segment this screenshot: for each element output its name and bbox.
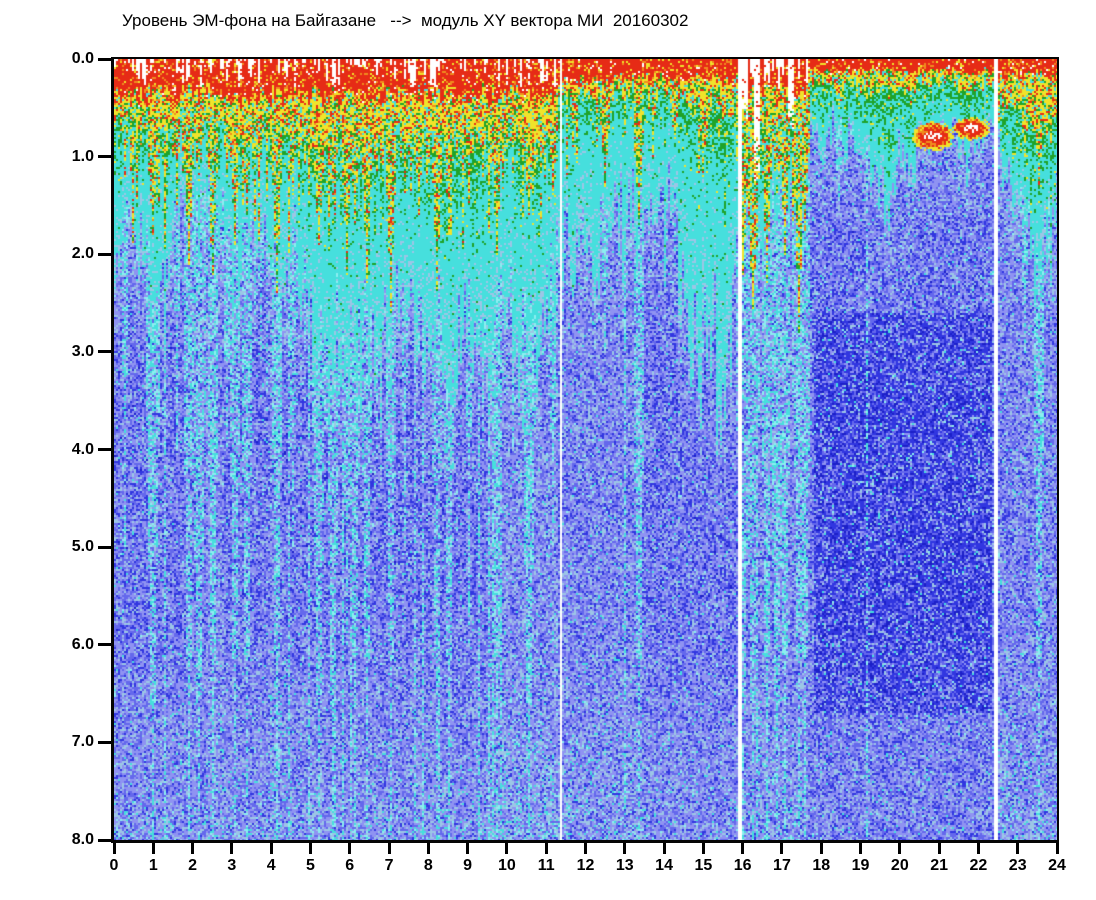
x-tick-label: 5 xyxy=(306,857,315,874)
y-tick xyxy=(98,838,111,842)
x-tick xyxy=(584,843,587,854)
spectrogram-canvas xyxy=(114,59,1057,840)
x-tick-label: 20 xyxy=(890,857,909,874)
y-tick-label: 2.0 xyxy=(71,245,94,263)
x-tick xyxy=(701,843,705,854)
x-tick xyxy=(466,843,470,854)
x-tick xyxy=(898,843,902,854)
x-tick xyxy=(230,843,234,854)
x-tick-label: 22 xyxy=(969,857,988,874)
plot-frame xyxy=(111,57,1059,843)
x-tick-label: 11 xyxy=(537,857,555,874)
y-tick xyxy=(98,350,111,354)
y-tick-label: 6.0 xyxy=(71,635,94,653)
x-tick-label: 6 xyxy=(345,857,355,874)
x-tick-label: 12 xyxy=(576,857,595,874)
chart-title: Уровень ЭМ-фона на Байгазане --> модуль … xyxy=(122,11,689,30)
x-tick-label: 23 xyxy=(1008,857,1027,874)
y-tick xyxy=(98,448,111,451)
x-tick-label: 10 xyxy=(498,857,516,874)
x-tick xyxy=(741,843,745,854)
y-tick xyxy=(98,155,111,159)
x-tick-label: 3 xyxy=(227,857,237,874)
x-tick xyxy=(819,843,823,854)
y-tick xyxy=(98,740,111,744)
x-tick xyxy=(662,843,666,854)
x-tick-label: 2 xyxy=(188,857,198,874)
x-tick-label: 0 xyxy=(109,857,119,874)
x-tick xyxy=(1055,843,1059,854)
x-tick-label: 19 xyxy=(851,857,870,874)
x-tick xyxy=(780,843,784,854)
x-tick xyxy=(859,843,863,854)
y-tick-label: 7.0 xyxy=(71,733,94,751)
x-tick-label: 24 xyxy=(1048,857,1066,874)
x-tick xyxy=(269,843,273,854)
x-tick-label: 14 xyxy=(655,857,673,874)
x-tick-label: 17 xyxy=(773,857,791,874)
x-tick-label: 15 xyxy=(694,857,713,874)
y-tick-label: 4.0 xyxy=(71,440,94,458)
x-tick-label: 7 xyxy=(384,857,394,874)
x-tick xyxy=(348,843,352,854)
x-tick-label: 16 xyxy=(733,857,752,874)
x-tick xyxy=(151,843,155,854)
y-tick-label: 0.0 xyxy=(71,50,94,67)
x-tick xyxy=(937,843,941,854)
x-tick xyxy=(387,843,391,854)
x-tick xyxy=(505,843,509,854)
x-tick xyxy=(623,843,627,854)
x-tick-label: 21 xyxy=(930,857,949,874)
y-tick xyxy=(98,643,111,647)
y-tick-label: 5.0 xyxy=(71,538,94,556)
x-tick-label: 1 xyxy=(148,857,158,874)
y-tick-label: 3.0 xyxy=(71,342,94,360)
x-tick-label: 8 xyxy=(423,857,433,874)
x-tick-label: 18 xyxy=(812,857,831,874)
x-tick-label: 9 xyxy=(463,857,473,874)
y-tick xyxy=(98,252,111,256)
x-tick xyxy=(544,843,548,854)
y-tick xyxy=(98,57,111,61)
x-tick xyxy=(426,843,430,854)
y-tick-label: 8.0 xyxy=(71,831,94,848)
x-tick xyxy=(308,843,312,854)
x-tick xyxy=(976,843,980,854)
y-tick-label: 1.0 xyxy=(71,147,94,165)
x-tick-label: 4 xyxy=(266,857,276,874)
x-tick-label: 13 xyxy=(615,857,634,874)
x-tick xyxy=(191,843,195,854)
x-tick xyxy=(1016,843,1020,854)
y-tick xyxy=(98,545,111,549)
x-tick xyxy=(112,843,116,854)
